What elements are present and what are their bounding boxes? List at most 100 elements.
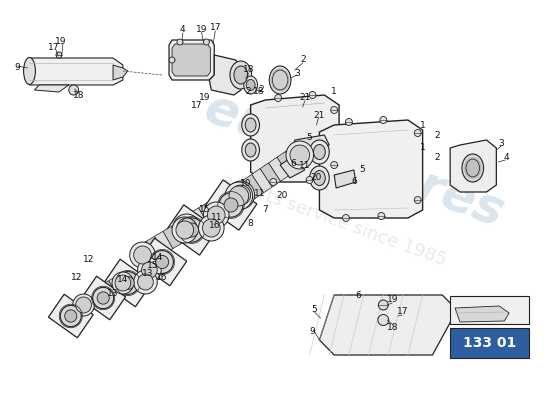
Circle shape (65, 310, 77, 322)
Polygon shape (277, 152, 298, 176)
Circle shape (173, 214, 201, 242)
Circle shape (185, 223, 199, 237)
Text: 17: 17 (397, 308, 409, 316)
Text: 13: 13 (107, 288, 119, 298)
Text: 18: 18 (253, 86, 264, 96)
Circle shape (177, 218, 196, 238)
Circle shape (177, 39, 183, 45)
Ellipse shape (462, 154, 483, 182)
Ellipse shape (310, 166, 329, 190)
Text: 14: 14 (152, 254, 163, 262)
Ellipse shape (242, 114, 260, 136)
Text: 2: 2 (434, 130, 440, 140)
Text: 5: 5 (307, 134, 312, 142)
Circle shape (225, 182, 252, 210)
Text: 19: 19 (55, 36, 67, 46)
Text: 6: 6 (351, 178, 357, 186)
Polygon shape (99, 281, 117, 302)
Circle shape (199, 215, 224, 241)
Circle shape (274, 94, 282, 102)
Text: 1: 1 (420, 120, 426, 130)
Text: 14: 14 (117, 276, 129, 284)
Circle shape (378, 314, 389, 326)
Text: 19: 19 (387, 296, 399, 304)
Circle shape (73, 294, 95, 316)
Polygon shape (216, 192, 236, 216)
Polygon shape (224, 186, 244, 211)
Circle shape (117, 272, 139, 294)
Text: 12: 12 (82, 256, 94, 264)
Polygon shape (268, 157, 289, 181)
Polygon shape (207, 197, 227, 222)
Polygon shape (285, 146, 306, 170)
Circle shape (176, 221, 194, 239)
Circle shape (130, 242, 155, 268)
Text: 9: 9 (15, 64, 20, 72)
Ellipse shape (24, 58, 35, 84)
Polygon shape (450, 140, 496, 192)
Text: 2: 2 (258, 86, 264, 94)
Text: 3: 3 (294, 68, 300, 78)
Text: 18: 18 (243, 66, 255, 74)
Polygon shape (280, 155, 305, 178)
Text: 5: 5 (359, 166, 365, 174)
Polygon shape (205, 180, 257, 230)
Circle shape (227, 181, 255, 209)
Ellipse shape (245, 118, 256, 132)
Polygon shape (190, 208, 210, 232)
Circle shape (229, 186, 249, 206)
Ellipse shape (270, 66, 291, 94)
Polygon shape (166, 205, 218, 255)
Circle shape (172, 217, 197, 243)
Polygon shape (172, 221, 190, 244)
Ellipse shape (272, 70, 288, 90)
Text: 19: 19 (199, 92, 210, 102)
Ellipse shape (246, 80, 255, 90)
Text: 5: 5 (312, 306, 317, 314)
Circle shape (219, 193, 243, 217)
Polygon shape (181, 213, 201, 238)
Polygon shape (89, 286, 107, 307)
Text: 18: 18 (387, 324, 399, 332)
Polygon shape (260, 163, 280, 187)
Circle shape (331, 106, 338, 114)
Circle shape (122, 276, 134, 290)
Circle shape (134, 270, 157, 294)
Circle shape (414, 196, 421, 204)
Polygon shape (81, 276, 125, 320)
Text: 3: 3 (498, 138, 504, 148)
Text: 21: 21 (299, 94, 310, 102)
Text: 1: 1 (331, 88, 337, 96)
Ellipse shape (314, 170, 325, 186)
Circle shape (204, 202, 229, 228)
Polygon shape (455, 306, 509, 322)
Text: 13: 13 (142, 268, 153, 278)
Ellipse shape (242, 139, 260, 161)
Text: eurospares: eurospares (197, 84, 510, 236)
Circle shape (270, 178, 277, 186)
Circle shape (69, 85, 79, 95)
Circle shape (138, 274, 153, 290)
Circle shape (290, 145, 310, 165)
Polygon shape (320, 295, 457, 355)
Text: a parts service since 1985: a parts service since 1985 (219, 171, 449, 269)
Ellipse shape (244, 76, 257, 94)
Text: 17: 17 (191, 100, 202, 110)
Ellipse shape (466, 159, 480, 177)
Polygon shape (210, 55, 241, 95)
Circle shape (345, 118, 353, 126)
Text: 15: 15 (199, 206, 210, 214)
Text: 4: 4 (503, 154, 509, 162)
Text: 17: 17 (48, 42, 60, 52)
Circle shape (93, 287, 114, 309)
Text: 9: 9 (310, 328, 315, 336)
Text: 12: 12 (71, 274, 82, 282)
Text: 16: 16 (156, 274, 168, 282)
Text: 133 01: 133 01 (463, 336, 516, 350)
Polygon shape (163, 226, 182, 249)
Bar (450, 296, 529, 324)
Text: 21: 21 (314, 110, 325, 120)
Circle shape (378, 212, 385, 220)
Circle shape (202, 219, 220, 237)
Circle shape (309, 92, 316, 98)
